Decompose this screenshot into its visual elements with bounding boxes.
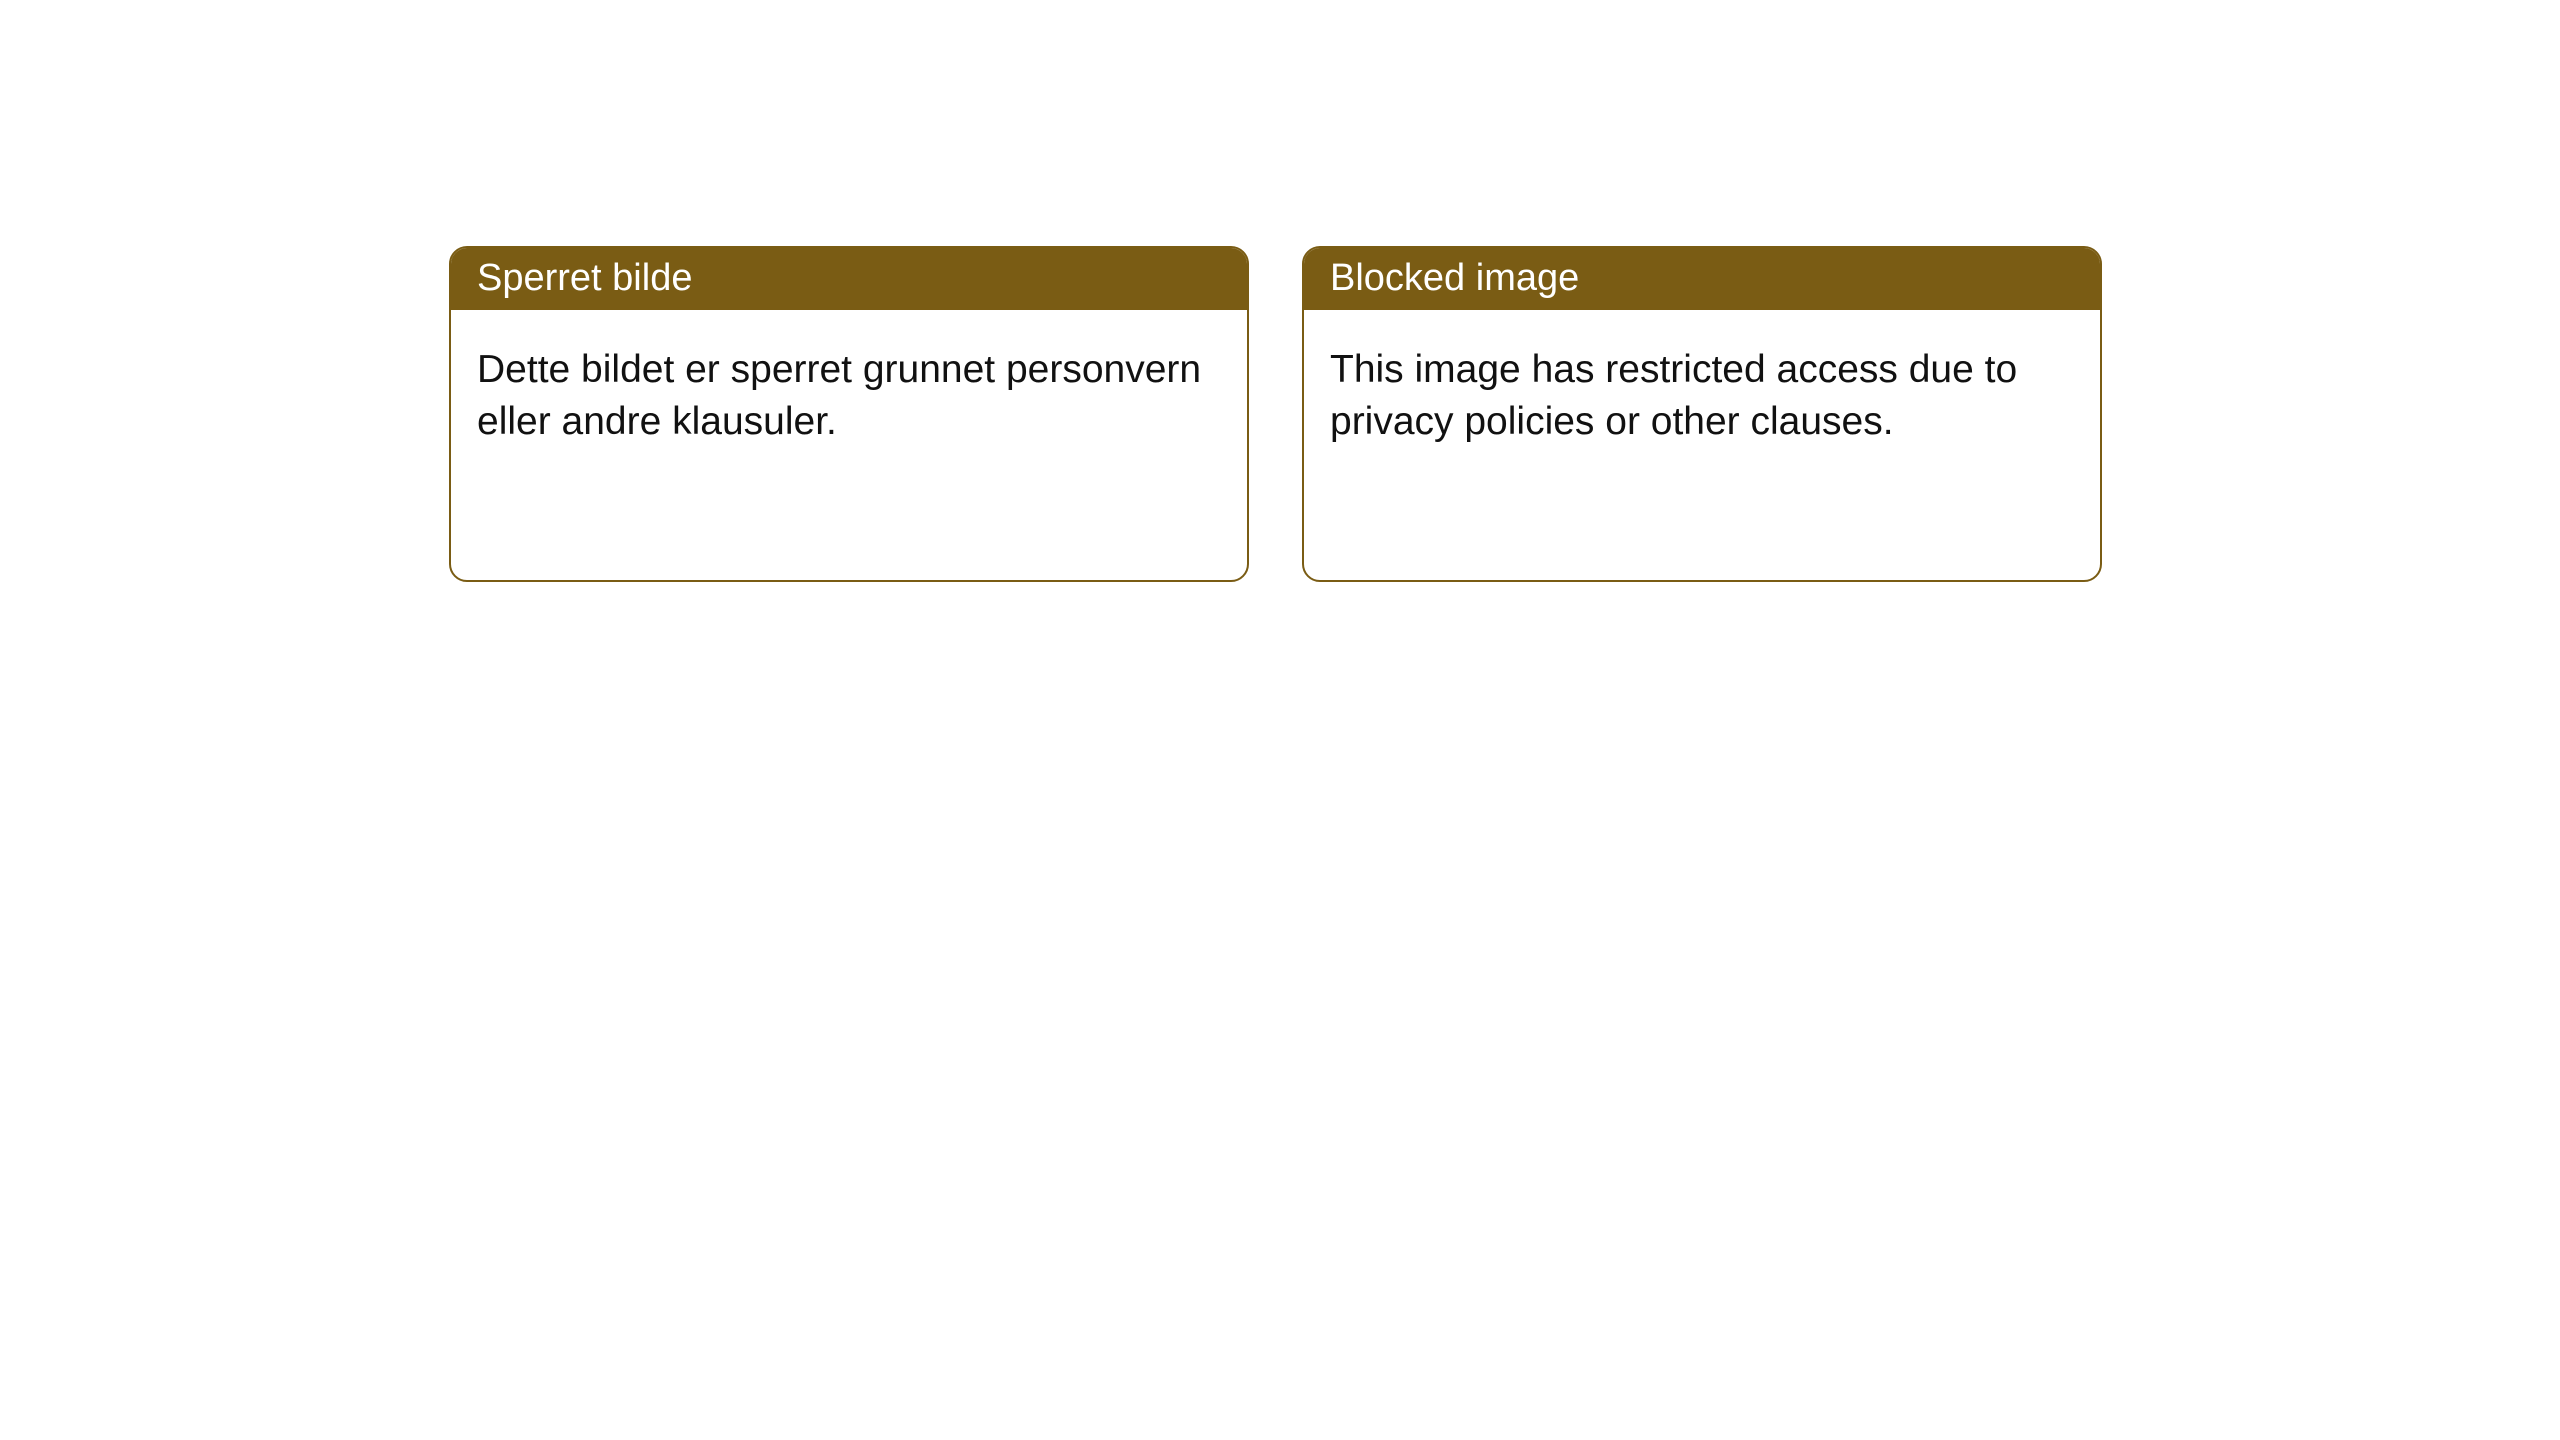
notice-card-title: Sperret bilde bbox=[451, 248, 1247, 310]
notice-cards-container: Sperret bilde Dette bildet er sperret gr… bbox=[0, 0, 2560, 582]
notice-card-norwegian: Sperret bilde Dette bildet er sperret gr… bbox=[449, 246, 1249, 582]
notice-card-body: This image has restricted access due to … bbox=[1304, 310, 2100, 468]
notice-card-title: Blocked image bbox=[1304, 248, 2100, 310]
notice-card-body: Dette bildet er sperret grunnet personve… bbox=[451, 310, 1247, 468]
notice-card-english: Blocked image This image has restricted … bbox=[1302, 246, 2102, 582]
